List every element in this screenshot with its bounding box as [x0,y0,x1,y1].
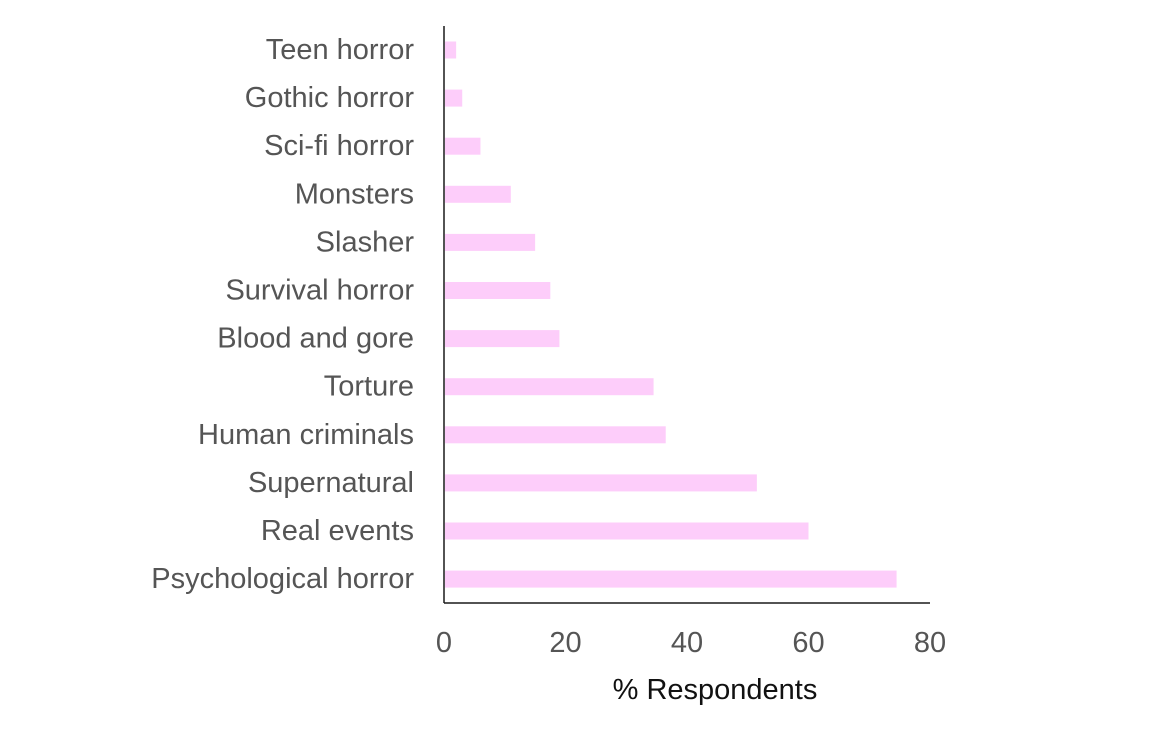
x-tick-label-20: 20 [549,627,581,659]
category-label-human-criminals: Human criminals [198,419,414,451]
bar-blood-and-gore [445,330,560,348]
category-label-survival-horror: Survival horror [225,275,414,307]
bar-torture [445,378,654,396]
bar-supernatural [445,474,757,492]
bar-psychological-horror [445,570,897,588]
bar-teen-horror [445,41,457,59]
category-label-teen-horror: Teen horror [266,34,415,66]
category-labels-group: Teen horror Gothic horror Sci-fi horror Mon… [151,34,414,595]
category-label-blood-and-gore: Blood and gore [217,323,414,355]
bar-real-events [445,522,809,540]
bar-survival-horror [445,282,551,299]
category-label-gothic-horror: Gothic horror [245,82,415,114]
x-tick-label-40: 40 [671,627,703,659]
x-tick-label-80: 80 [914,627,946,659]
bar-sci-fi-horror [445,137,481,155]
bars-group [445,41,897,588]
x-tick-label-60: 60 [792,627,824,659]
category-label-torture: Torture [324,371,414,403]
x-tick-labels-group: 0 20 40 60 80 [436,627,946,659]
x-axis-title: % Respondents [613,674,818,706]
bar-slasher [445,233,536,251]
category-label-monsters: Monsters [295,178,414,210]
bar-human-criminals [445,426,666,444]
bar-gothic-horror [445,89,463,107]
category-label-psychological-horror: Psychological horror [151,563,414,595]
bar-monsters [445,185,511,203]
x-tick-label-0: 0 [436,627,452,659]
category-label-sci-fi-horror: Sci-fi horror [264,130,414,162]
category-label-slasher: Slasher [316,226,415,258]
category-label-real-events: Real events [261,515,414,547]
category-label-supernatural: Supernatural [248,467,414,499]
